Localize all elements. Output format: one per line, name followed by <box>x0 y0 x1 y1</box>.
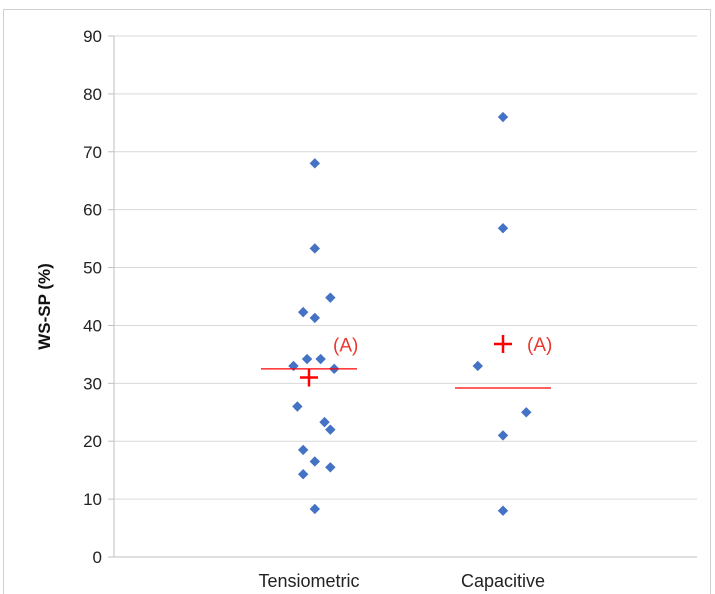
labels: 0 10 20 30 40 50 60 70 80 90 WS-SP (%) Tensiometric… <box>35 27 552 591</box>
group-annotation: (A) <box>333 336 358 357</box>
data-points <box>288 111 532 516</box>
y-tick-label: 20 <box>83 432 102 451</box>
y-axis-title: WS-SP (%) <box>35 263 54 350</box>
data-point <box>297 444 309 456</box>
data-point <box>315 353 326 365</box>
data-point <box>521 407 532 418</box>
y-tick-label: 90 <box>83 27 102 46</box>
y-tick-label: 80 <box>83 85 102 104</box>
data-point <box>309 312 321 324</box>
data-point <box>309 503 321 515</box>
data-point <box>309 456 321 467</box>
data-point <box>472 360 483 372</box>
y-tick-label: 0 <box>93 548 102 567</box>
chart-frame <box>3 9 711 594</box>
data-point <box>297 306 309 318</box>
data-point <box>497 430 509 441</box>
y-tick-label: 30 <box>83 374 102 393</box>
group-annotation: (A) <box>527 335 552 356</box>
gridlines <box>114 35 697 500</box>
y-tick-label: 60 <box>83 201 102 220</box>
data-point <box>497 505 509 516</box>
x-category-label: Capacitive <box>461 571 545 591</box>
data-point <box>301 353 313 365</box>
data-point <box>497 111 509 123</box>
x-category-label: Tensiometric <box>258 571 359 591</box>
mean-marker <box>494 334 512 353</box>
summary-markers <box>261 334 551 389</box>
data-point <box>297 469 309 480</box>
data-point <box>288 360 299 372</box>
data-point <box>325 292 336 303</box>
data-point <box>325 424 336 435</box>
y-tick-label: 10 <box>83 490 102 509</box>
data-point <box>319 416 330 428</box>
y-tick-label: 40 <box>83 316 102 335</box>
data-point <box>497 222 509 234</box>
y-tick-label: 50 <box>83 259 102 278</box>
mean-marker <box>300 368 318 387</box>
data-point <box>325 462 336 473</box>
data-point <box>309 243 321 254</box>
axes <box>108 35 697 558</box>
y-tick-label: 70 <box>83 143 102 162</box>
data-point <box>292 401 303 412</box>
data-point <box>309 158 321 169</box>
